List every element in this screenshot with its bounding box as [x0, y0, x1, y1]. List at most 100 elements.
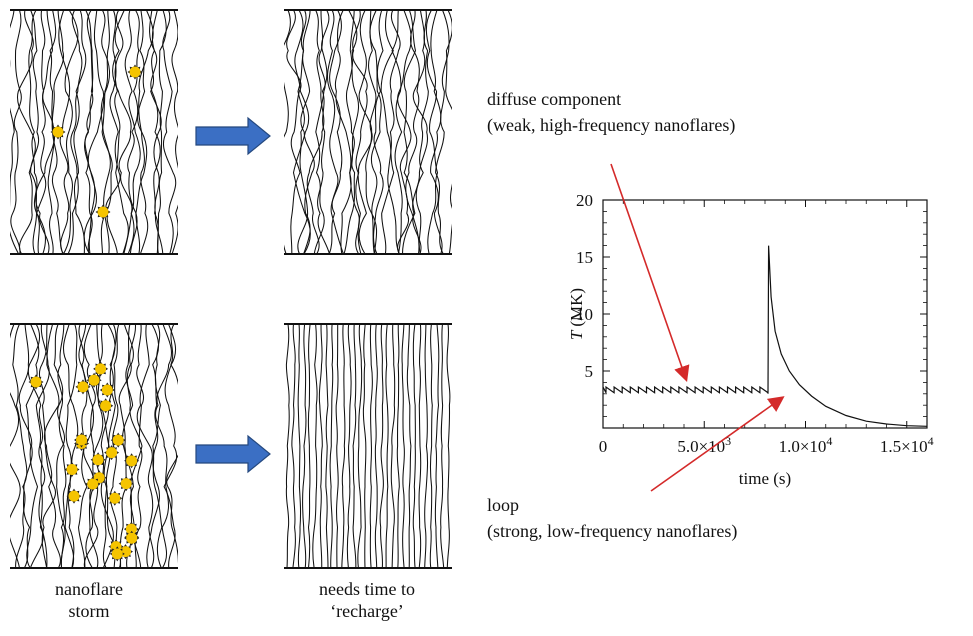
temperature-series-line [602, 245, 928, 427]
annotation-loop: loop (strong, low-frequency nanoflares) [487, 492, 737, 544]
magnetic-strand [325, 323, 329, 569]
magnetic-strand [300, 9, 315, 255]
magnetic-strand [362, 323, 367, 569]
annotation-loop-title: loop [487, 495, 520, 515]
magnetic-strand [335, 323, 339, 569]
magnetic-strand [297, 323, 302, 569]
magnetic-strand [440, 323, 445, 569]
magnetic-strand [36, 9, 47, 255]
magnetic-strand [401, 9, 417, 255]
magnetic-strand [83, 9, 97, 255]
magnetic-strand [306, 9, 325, 255]
nanoflare-burst-icon [75, 379, 91, 395]
magnetic-strand [84, 9, 94, 255]
magnetic-strand [150, 9, 164, 255]
nanoflare-burst-icon [85, 476, 101, 492]
annotation-diffuse-title: diffuse component [487, 89, 622, 109]
y-tick-label: 20 [576, 191, 593, 210]
magnetic-strand [118, 323, 134, 569]
magnetic-strand [401, 323, 405, 569]
magnetic-strand [429, 323, 433, 569]
magnetic-strand [138, 9, 154, 255]
nanoflare-burst-icon [28, 374, 44, 390]
caption-storm-line2: storm [68, 601, 110, 621]
magnetic-strand [73, 9, 87, 255]
magnetic-strand [369, 9, 382, 255]
nanoflare-burst-icon [127, 64, 143, 80]
nanoflare-burst-icon [74, 432, 89, 448]
magnetic-strand [352, 9, 368, 255]
nanoflare-burst-icon [50, 124, 66, 140]
magnetic-strand [134, 323, 144, 569]
magnetic-strand [166, 323, 178, 568]
magnetic-strand [329, 323, 334, 569]
magnetic-strand [285, 323, 290, 569]
magnetic-strand [445, 9, 452, 255]
magnetic-strand [406, 323, 412, 569]
magnetic-strand [326, 9, 339, 255]
magnetic-strand [387, 9, 401, 255]
magnetic-strand [62, 9, 79, 255]
magnetic-strand [412, 9, 429, 255]
red-arrow-loop [650, 396, 785, 492]
magnetic-strand [352, 323, 357, 569]
right-arrow-icon [194, 433, 272, 475]
magnetic-strand [446, 323, 451, 569]
magnetic-strand [434, 323, 440, 569]
nanoflare-burst-icon [104, 445, 120, 461]
magnetic-strand [397, 9, 412, 255]
magnetic-strand [435, 9, 450, 255]
annotation-diffuse-detail: (weak, high-frequency nanoflares) [487, 115, 736, 135]
magnetic-strand [162, 9, 177, 255]
nanoflare-burst-icon [93, 361, 109, 377]
magnetic-strand [155, 323, 172, 569]
y-axis-label-var: T [567, 329, 586, 340]
magnetic-strand [357, 323, 363, 569]
annotation-loop-detail: (strong, low-frequency nanoflares) [487, 521, 738, 541]
magnetic-strand [43, 323, 61, 569]
nanoflare-burst-icon [86, 372, 102, 388]
caption-nanoflare-storm: nanoflare storm [24, 578, 154, 622]
magnetic-strand [430, 9, 443, 255]
nanoflare-burst-icon [66, 488, 82, 504]
nanoflare-burst-icon [109, 546, 125, 562]
magnetic-strand [103, 323, 121, 569]
annotation-diffuse-component: diffuse component (weak, high-frequency … [487, 86, 735, 138]
magnetic-strand [301, 323, 307, 569]
nanoflare-burst-icon [123, 521, 139, 537]
magnetic-strand [312, 323, 318, 569]
magnetic-strand [313, 9, 326, 255]
magnetic-strand [391, 9, 403, 255]
magnetic-strand [171, 9, 178, 255]
y-tick-label: 10 [576, 305, 593, 324]
magnetic-strand [10, 9, 20, 255]
magnetic-strand [62, 323, 79, 569]
magnetic-strand [57, 323, 67, 569]
magnetic-strand [346, 323, 352, 569]
magnetic-strand [146, 323, 160, 569]
magnetic-strand [114, 9, 129, 255]
magnetic-strand [396, 323, 400, 569]
x-tick-label: 0 [599, 437, 608, 456]
nanoflare-burst-icon [99, 382, 115, 398]
magnetic-strand [343, 9, 358, 255]
magnetic-strand [374, 323, 378, 569]
right-arrow-icon [194, 115, 272, 157]
magnetic-strand [317, 9, 331, 255]
nanoflare-burst-icon [95, 204, 111, 220]
y-tick-label: 5 [585, 362, 594, 381]
caption-recharge-line2: ‘recharge’ [330, 601, 404, 621]
x-tick-label: 1.0×104 [779, 434, 833, 456]
magnetic-strand [109, 323, 120, 569]
nanoflare-burst-icon [110, 432, 126, 448]
panel-top-right-strands [284, 6, 452, 258]
magnetic-strand [415, 9, 429, 255]
magnetic-strand [379, 323, 384, 569]
magnetic-strand [390, 323, 396, 569]
magnetic-strand [67, 9, 83, 255]
nanoflare-burst-icon [124, 530, 140, 546]
magnetic-strand [405, 9, 420, 255]
nanoflare-burst-icon [90, 452, 106, 468]
